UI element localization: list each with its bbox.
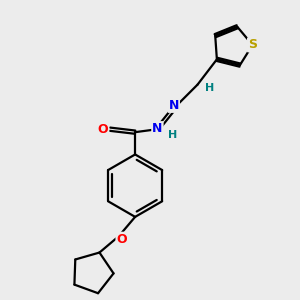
Text: S: S — [248, 38, 257, 51]
Text: O: O — [98, 123, 108, 136]
Text: N: N — [152, 122, 163, 135]
Text: H: H — [205, 82, 214, 93]
Text: H: H — [168, 130, 177, 140]
Text: O: O — [116, 233, 127, 246]
Text: N: N — [169, 99, 179, 112]
